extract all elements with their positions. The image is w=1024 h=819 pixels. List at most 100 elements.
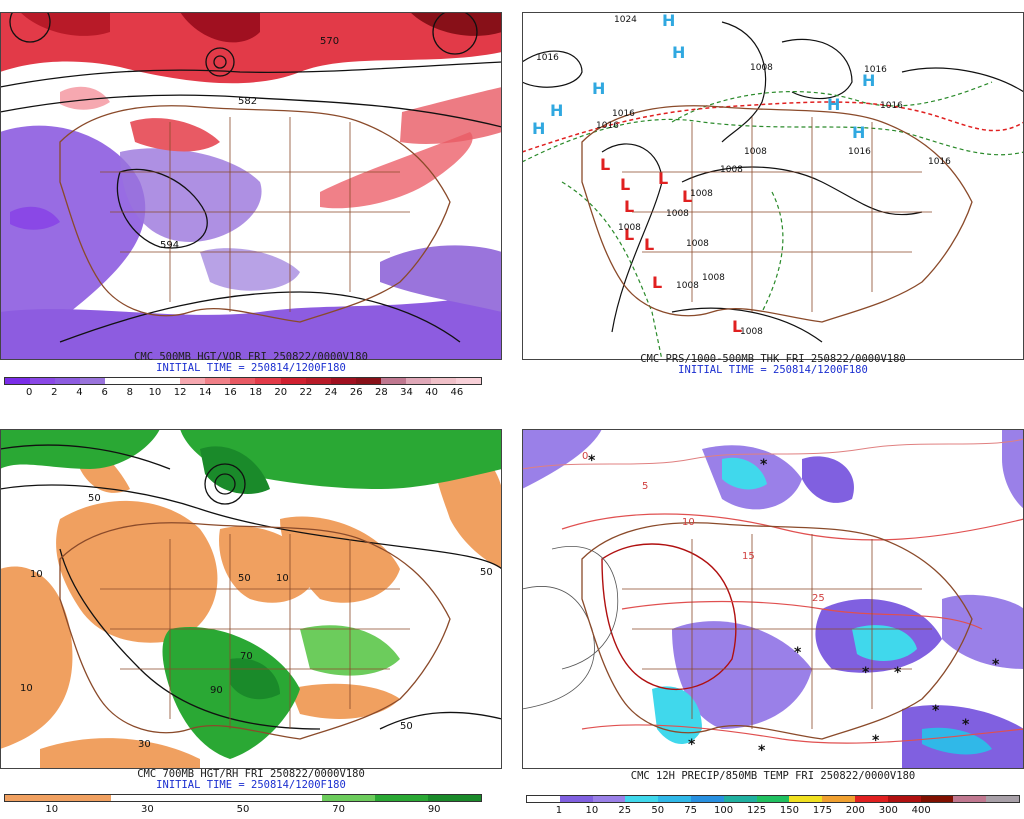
precip-map: 25 15 10 5 0 * * * * * * * * * * * (522, 429, 1024, 769)
high-pressure-marker: H (672, 43, 685, 62)
isobar-label: 1008 (666, 209, 689, 219)
precip-symbol: * (932, 703, 940, 719)
rh-label: 30 (138, 739, 151, 750)
colorbar-tick-label: 40 (425, 387, 439, 398)
colorbar-tick-label: 26 (349, 387, 363, 398)
colorbar-tick-label: 0 (25, 387, 33, 398)
colorbar-swatch (280, 378, 306, 384)
colorbar-swatch (163, 795, 217, 801)
rh-label: 50 (480, 567, 493, 578)
colorbar-swatch (5, 378, 31, 384)
contour-label-594: 594 (160, 240, 179, 251)
colorbar (4, 377, 482, 385)
isobar-label: 1016 (864, 65, 887, 75)
low-pressure-marker: L (652, 273, 662, 292)
panel-precip-850mb-temp: 25 15 10 5 0 * * * * * * * * * * * CMC 1… (522, 429, 1024, 819)
colorbar-tick-label: 25 (618, 805, 632, 816)
colorbar-swatch (953, 796, 987, 802)
temp-label: 5 (642, 481, 648, 492)
colorbar-swatch (986, 796, 1019, 802)
colorbar-swatch (110, 795, 164, 801)
colorbar-swatch (428, 795, 482, 801)
temp-label: 0 (582, 451, 588, 462)
colorbar-swatch (30, 378, 56, 384)
colorbar-swatch (105, 378, 131, 384)
rh-label: 50 (400, 721, 413, 732)
precip-symbol: * (588, 453, 596, 469)
low-pressure-marker: L (624, 225, 634, 244)
isobar-label: 1008 (744, 147, 767, 157)
rh-label: 50 (238, 573, 251, 584)
colorbar-tick-label: 200 (845, 805, 865, 816)
humidity-map: 10 10 10 30 50 50 50 50 70 90 (0, 429, 502, 769)
colorbar-tick-label: 46 (450, 387, 464, 398)
rh-label: 10 (276, 573, 289, 584)
caption-title: CMC 700MB HGT/RH FRI 250822/0000V180 (137, 768, 365, 780)
colorbar (526, 795, 1020, 803)
colorbar-tick-label: 50 (236, 804, 250, 815)
isobar-label: 1016 (880, 101, 903, 111)
isobar-label: 1016 (536, 53, 559, 63)
colorbar-swatch (854, 796, 888, 802)
colorbar-tick-label: 75 (684, 805, 698, 816)
caption-init-time: INITIAL TIME = 250814/1200F180 (156, 362, 346, 374)
isobar-label: 1016 (928, 157, 951, 167)
colorbar-tick-label: 12 (173, 387, 187, 398)
low-pressure-marker: L (624, 197, 634, 216)
low-pressure-marker: L (732, 317, 742, 336)
colorbar-swatch (216, 795, 270, 801)
precip-symbol: * (894, 665, 902, 681)
panel-700mb-rh: 10 10 10 30 50 50 50 50 70 90 CMC 700MB … (0, 429, 502, 819)
low-pressure-marker: L (644, 235, 654, 254)
isobar-label: 1008 (676, 281, 699, 291)
colorbar-tick-label: 10 (45, 804, 59, 815)
caption-title: CMC PRS/1000-500MB THK FRI 250822/0000V1… (640, 353, 906, 365)
isobar-label: 1016 (848, 147, 871, 157)
colorbar-tick-label: 30 (141, 804, 154, 815)
colorbar-tick-label: 10 (148, 387, 162, 398)
colorbar-swatch (205, 378, 231, 384)
colorbar-tick-label: 16 (224, 387, 237, 398)
colorbar-swatch (559, 796, 593, 802)
colorbar-tick-label: 70 (332, 804, 345, 815)
isobar-label: 1008 (740, 327, 763, 337)
colorbar-swatch (380, 378, 406, 384)
colorbar-tick-label: 175 (812, 805, 832, 816)
high-pressure-marker: H (532, 119, 545, 138)
colorbar-tick-label: 125 (746, 805, 767, 816)
colorbar-tick-label: 6 (101, 387, 108, 398)
contour-label-582: 582 (238, 96, 257, 107)
high-pressure-marker: H (862, 71, 875, 90)
isobar-label: 1008 (618, 223, 641, 233)
colorbar (4, 794, 482, 802)
colorbar-swatch (269, 795, 323, 801)
high-pressure-marker: H (852, 123, 865, 142)
rh-label: 10 (30, 569, 43, 580)
colorbar-swatch (180, 378, 206, 384)
high-pressure-marker: H (550, 101, 563, 120)
colorbar-swatch (405, 378, 431, 384)
colorbar-tick-label: 100 (714, 805, 734, 816)
colorbar-swatch (375, 795, 429, 801)
colorbar-swatch (255, 378, 281, 384)
colorbar-tick-label: 150 (779, 805, 799, 816)
colorbar-swatch (658, 796, 691, 802)
colorbar-swatch (330, 378, 356, 384)
colorbar-swatch (756, 796, 790, 802)
colorbar-tick-label: 1 (555, 805, 563, 816)
colorbar-tick-label: 300 (878, 805, 898, 816)
precip-symbol: * (962, 717, 970, 733)
isobar-label: 1008 (720, 165, 743, 175)
colorbar-tick-label: 4 (76, 387, 83, 398)
rh-label: 50 (88, 493, 101, 504)
colorbar-swatch (920, 796, 954, 802)
colorbar-swatch (690, 796, 724, 802)
colorbar-swatch (230, 378, 256, 384)
colorbar-swatch (305, 378, 331, 384)
colorbar-tick-label: 28 (374, 387, 388, 398)
precip-symbol: * (992, 657, 1000, 673)
colorbar-tick-label: 400 (911, 805, 931, 816)
colorbar-tick-label: 22 (299, 387, 313, 398)
colorbar-swatch (322, 795, 376, 801)
colorbar-tick-label: 18 (249, 387, 262, 398)
